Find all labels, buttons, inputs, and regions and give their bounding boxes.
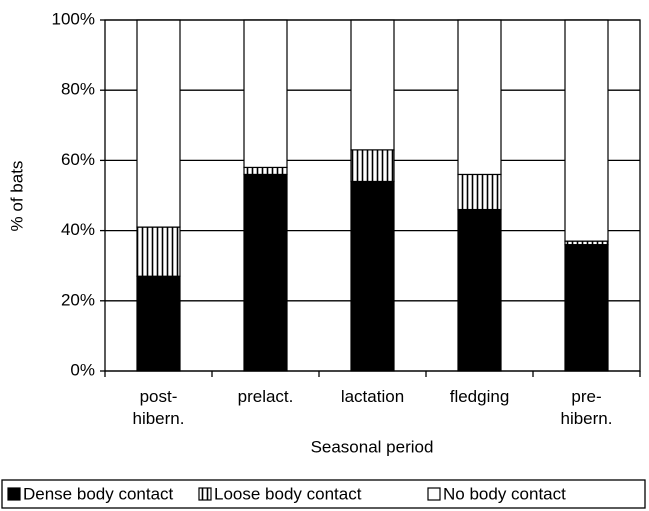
bar-segment	[564, 244, 609, 372]
y-tick-label: 60%	[61, 150, 95, 169]
bar-segment	[350, 149, 395, 183]
legend-label: Dense body contact	[23, 484, 174, 503]
y-tick-label: 100%	[52, 9, 95, 28]
plot-frame	[104, 19, 641, 372]
bar-segment	[243, 166, 288, 176]
x-axis-label: Seasonal period	[311, 437, 434, 456]
legend-box	[1, 479, 646, 509]
x-tick-label: pre-hibern.	[561, 387, 613, 428]
bar-segment	[243, 173, 288, 372]
x-tick-label: lactation	[341, 387, 404, 406]
bar-segment	[457, 208, 502, 372]
legend-label: No body contact	[443, 484, 566, 503]
bar-segment	[350, 19, 395, 151]
bar-segment	[350, 180, 395, 372]
bar-segment	[457, 19, 502, 176]
x-tick-label: prelact.	[238, 387, 294, 406]
bar-segment	[243, 19, 288, 169]
y-tick-label: 40%	[61, 220, 95, 239]
y-tick-label: 0%	[70, 360, 95, 379]
bar-segment	[136, 275, 181, 372]
x-tick-label: fledging	[450, 387, 510, 406]
legend-swatch	[427, 487, 441, 501]
legend-swatch	[7, 487, 21, 501]
legend-swatch	[198, 487, 212, 501]
bar-segment	[136, 19, 181, 228]
bar-segment	[457, 173, 502, 211]
y-tick-label: 80%	[61, 80, 95, 99]
bar-segment	[136, 226, 181, 277]
y-tick-label: 20%	[61, 290, 95, 309]
x-tick-label: post-hibern.	[133, 387, 185, 428]
y-axis-label: % of bats	[7, 161, 26, 232]
bar-segment	[564, 19, 609, 242]
legend-label: Loose body contact	[214, 484, 362, 503]
